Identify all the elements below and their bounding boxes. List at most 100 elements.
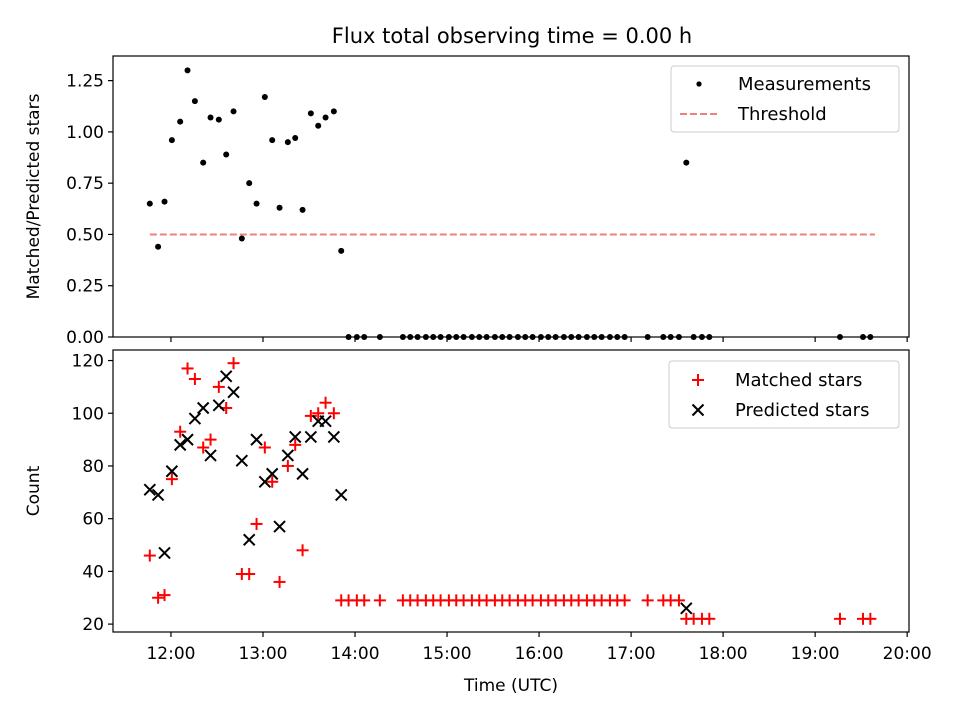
y-tick-label: 20: [82, 615, 104, 635]
measurement-point: [177, 118, 184, 125]
predicted-stars-point: [327, 430, 341, 444]
matched-stars-point: [319, 396, 332, 409]
predicted-stars-point: [319, 414, 332, 428]
y-tick-label: 60: [82, 510, 104, 530]
measurement-point: [614, 334, 621, 340]
measurement-point: [376, 334, 383, 340]
bottom-panel-legend: Matched stars Predicted stars: [668, 360, 900, 429]
legend-measurements-label: Measurements: [738, 74, 871, 95]
predicted-stars-point: [265, 467, 279, 481]
predicted-stars-point: [165, 465, 179, 478]
legend-plus-symbol: [692, 374, 704, 386]
measurement-point: [322, 114, 329, 121]
measurement-point: [836, 334, 843, 340]
measurement-point: [292, 135, 299, 142]
measurement-point: [230, 108, 237, 115]
measurement-point: [168, 137, 175, 144]
measurement-point: [675, 334, 682, 340]
matched-stars-point: [250, 517, 263, 530]
matched-stars-point: [358, 594, 371, 607]
measurement-point: [361, 334, 368, 340]
y-tick-label: 120: [72, 352, 104, 372]
predicted-stars-point: [235, 454, 249, 467]
measurement-point: [445, 334, 452, 340]
predicted-stars-point: [158, 546, 171, 560]
measurement-point: [644, 334, 651, 340]
predicted-stars-point: [304, 430, 318, 444]
top-panel-legend-box: [670, 65, 900, 133]
measurement-point: [867, 334, 874, 340]
matched-stars-point: [188, 372, 201, 385]
measurement-point: [483, 334, 490, 340]
legend-threshold-label: Threshold: [737, 104, 827, 125]
measurement-point: [414, 334, 421, 340]
matched-stars-point: [281, 459, 294, 472]
predicted-stars-point: [212, 399, 226, 412]
top-panel-matched-predicted-ratio: 0.00 0.25 0.50 0.75 1.00 1.25 Matched/Predict…: [24, 55, 910, 348]
measurement-point: [253, 200, 260, 207]
top-panel-y-axis-label: Matched/Predicted stars: [24, 93, 44, 299]
measurement-point: [161, 198, 168, 205]
bottom-panel-series: [143, 357, 877, 625]
bottom-panel-y-axis-label: Count: [24, 465, 44, 516]
y-tick-label: 0.00: [66, 328, 104, 348]
x-tick-label: 16:00: [515, 644, 564, 664]
measurement-point: [491, 334, 498, 340]
matched-stars-point: [864, 612, 877, 625]
measurement-point: [552, 334, 559, 340]
y-tick-label: 0.50: [66, 225, 104, 245]
x-tick-label: 12:00: [146, 644, 195, 664]
x-tick-label: 19:00: [791, 644, 840, 664]
measurement-point: [155, 243, 162, 250]
measurement-point: [514, 334, 521, 340]
measurement-point: [667, 334, 674, 340]
measurement-point: [698, 334, 705, 340]
measurement-point: [683, 159, 690, 166]
bottom-panel-frame: [112, 349, 910, 633]
measurement-point: [706, 334, 713, 340]
x-tick-label: 14:00: [331, 644, 380, 664]
measurement-point: [522, 334, 529, 340]
measurement-point: [545, 334, 552, 340]
measurement-point: [499, 334, 506, 340]
measurement-point: [660, 334, 667, 340]
measurement-point: [284, 139, 291, 146]
measurement-point: [307, 110, 314, 117]
matched-stars-point: [833, 612, 846, 625]
matched-stars-point: [165, 473, 178, 486]
measurement-point: [575, 334, 582, 340]
y-tick-label: 1.00: [66, 123, 104, 143]
measurement-point: [422, 334, 429, 340]
predicted-stars-point: [173, 438, 187, 452]
legend-matched-stars-label: Matched stars: [735, 370, 862, 391]
x-tick-label: 15:00: [423, 644, 472, 664]
measurement-point: [430, 334, 437, 340]
top-panel-y-ticks: 0.00 0.25 0.50 0.75 1.00 1.25: [66, 72, 113, 348]
legend-cross-symbol: [691, 403, 705, 417]
matched-stars-point: [672, 594, 685, 607]
y-tick-label: 0.25: [66, 277, 104, 297]
x-tick-label: 17:00: [607, 644, 656, 664]
measurement-point: [591, 334, 598, 340]
matched-stars-point: [327, 407, 340, 420]
x-tick-label: 18:00: [699, 644, 748, 664]
measurement-point: [437, 334, 444, 340]
x-tick-label: 13:00: [238, 644, 287, 664]
bottom-panel-x-ticks: 12:00 13:00 14:00 15:00 16:00 17:00 18:00 19:00…: [146, 632, 932, 664]
measurement-point: [529, 334, 536, 340]
measurement-point: [399, 334, 406, 340]
measurement-point: [276, 204, 283, 211]
chart-title: Flux total observing time = 0.00 h: [332, 24, 692, 48]
top-panel-legend: Measurements Threshold: [670, 65, 900, 133]
predicted-stars-point: [250, 433, 263, 446]
legend-measurements-marker: [696, 81, 702, 87]
measurement-point: [299, 206, 306, 213]
predicted-stars-point: [335, 488, 348, 502]
measurement-point: [200, 159, 207, 166]
measurement-point: [184, 67, 191, 74]
measurement-point: [191, 98, 198, 105]
measurement-point: [690, 334, 697, 340]
y-tick-label: 80: [82, 457, 104, 477]
measurement-point: [215, 116, 222, 123]
